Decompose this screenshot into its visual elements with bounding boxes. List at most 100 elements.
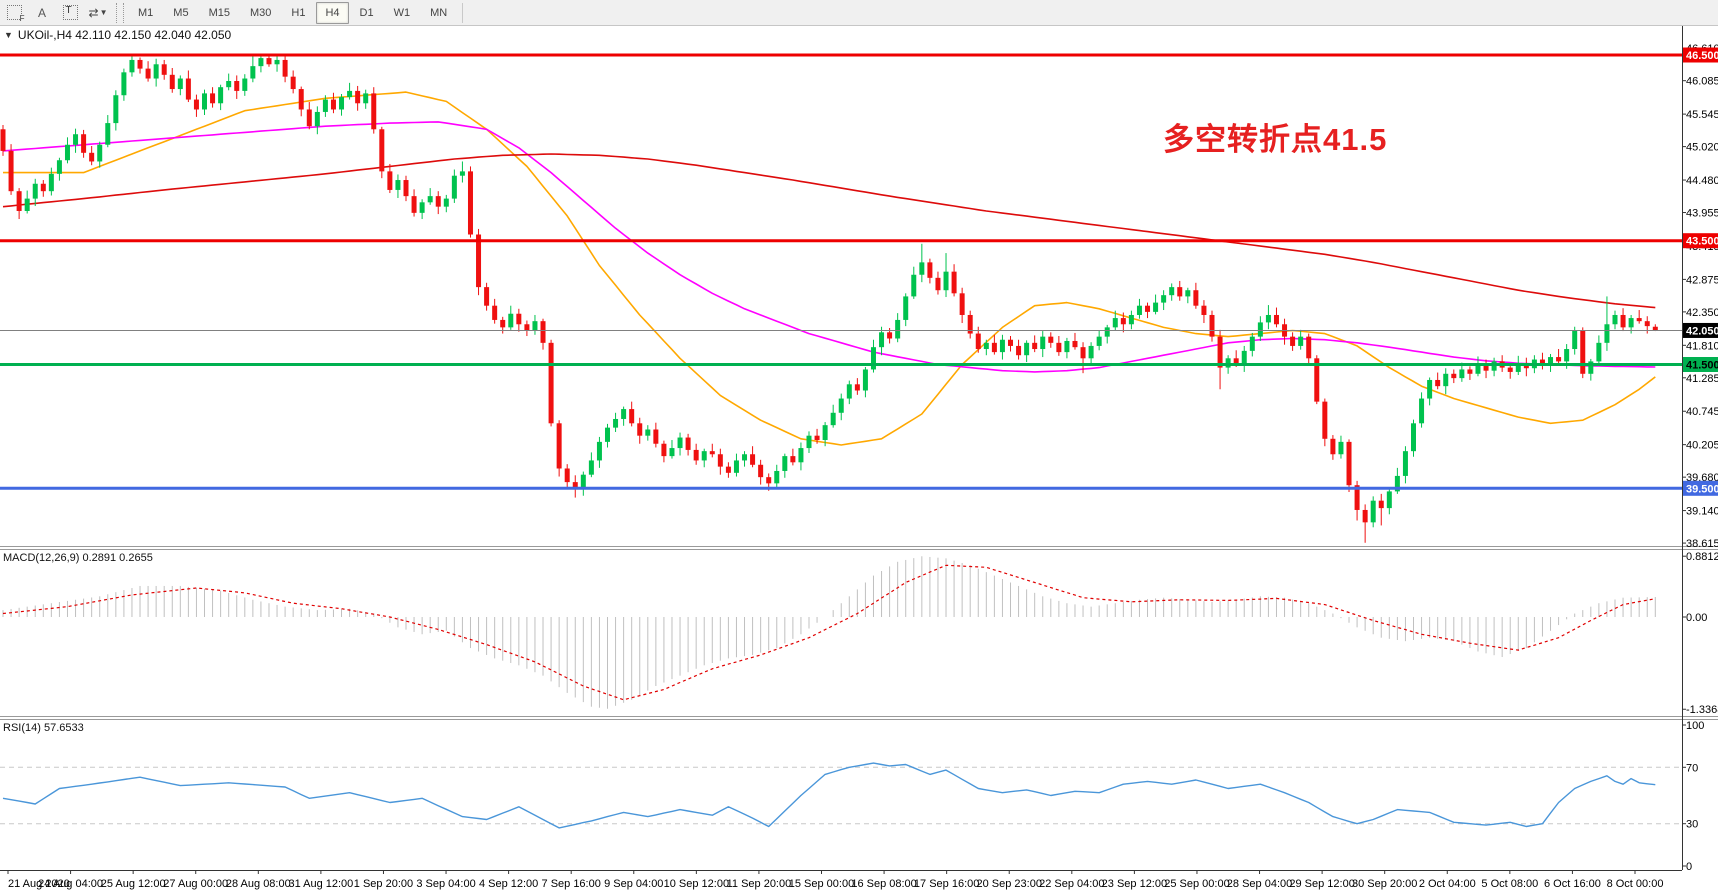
annotation-text: 多空转折点41.5 — [1163, 122, 1388, 157]
candle — [1378, 500, 1384, 509]
candle — [250, 66, 256, 79]
candle — [1185, 290, 1191, 297]
candle — [838, 398, 844, 413]
date-label: 31 Aug 12:00 — [288, 878, 353, 890]
date-label: 30 Sep 20:00 — [1352, 878, 1417, 890]
candle — [355, 90, 361, 104]
candle — [379, 129, 385, 172]
symbol-dropdown-icon[interactable]: ▼ — [4, 30, 13, 40]
candle — [798, 448, 804, 463]
price-tick-label: 42.350 — [1686, 307, 1718, 319]
candle — [943, 271, 949, 291]
timeframe-button-m5[interactable]: M5 — [173, 6, 189, 19]
price-tick-label: 46.085 — [1686, 76, 1718, 88]
candle — [1572, 330, 1578, 350]
text-annotation-button[interactable]: A — [29, 1, 55, 25]
candle — [693, 449, 699, 461]
candle — [661, 443, 667, 457]
symbol-ohlc-text: UKOil-,H4 42.110 42.150 42.040 42.050 — [17, 28, 232, 42]
candle — [1314, 358, 1320, 402]
date-label: 25 Sep 00:00 — [1164, 878, 1229, 890]
ma-line-medium — [2, 121, 1656, 373]
candle — [516, 313, 522, 325]
indicators-button[interactable]: ⇄ ▼ — [85, 1, 111, 25]
date-label: 17 Sep 16:00 — [914, 878, 979, 890]
candle — [242, 78, 248, 91]
rsi-indicator-label: RSI(14) 57.6533 — [3, 722, 84, 734]
candle — [846, 384, 852, 399]
candle — [274, 59, 280, 65]
candle — [1104, 327, 1110, 337]
candle — [524, 324, 530, 331]
candle — [1322, 401, 1328, 439]
candle — [564, 468, 570, 483]
candle — [1362, 509, 1368, 523]
candle — [113, 95, 119, 124]
candle — [685, 437, 691, 450]
candle — [1265, 314, 1271, 323]
date-label: 15 Sep 00:00 — [789, 878, 854, 890]
candle — [1064, 340, 1070, 353]
price-tick-label: 45.020 — [1686, 142, 1718, 154]
date-label: 3 Sep 04:00 — [416, 878, 475, 890]
toolbar-separator — [462, 2, 464, 23]
candle — [1596, 342, 1602, 362]
chart-properties-button[interactable]: F — [1, 1, 27, 25]
candle — [24, 198, 30, 211]
price-tick-label: 41.810 — [1686, 340, 1718, 352]
timeframe-button-w1[interactable]: W1 — [393, 6, 411, 19]
candle — [1564, 349, 1570, 362]
candle — [306, 109, 312, 127]
rsi-panel — [0, 762, 1682, 829]
candle — [596, 441, 602, 461]
candle — [137, 59, 143, 69]
timeframe-button-h4[interactable]: H4 — [316, 1, 349, 24]
symbol-title[interactable]: ▼ UKOil-,H4 42.110 42.150 42.040 42.050 — [4, 28, 231, 42]
candle — [548, 342, 554, 424]
candle — [1411, 423, 1416, 452]
toolbar-grip — [116, 2, 124, 23]
candle — [1169, 287, 1175, 296]
chart-area[interactable]: 46.61046.08545.54545.02044.48043.95543.4… — [0, 26, 1718, 895]
timeframe-button-d1[interactable]: D1 — [359, 6, 374, 19]
timeframe-button-m30[interactable]: M30 — [249, 6, 272, 19]
candle — [218, 87, 224, 104]
candle — [403, 180, 409, 197]
candle — [1257, 322, 1263, 337]
candle — [709, 451, 715, 455]
candle — [605, 427, 610, 442]
rsi-tick-label: 100 — [1686, 720, 1704, 732]
macd-tick-label: 0.00 — [1686, 612, 1707, 624]
date-label: 4 Sep 12:00 — [479, 878, 538, 890]
candle — [1290, 336, 1296, 346]
candle — [484, 287, 490, 306]
text-label-button[interactable]: T — [57, 1, 83, 25]
macd-indicator-label: MACD(12,26,9) 0.2891 0.2655 — [3, 552, 153, 564]
candle — [1467, 369, 1473, 374]
price-tick-label: 44.480 — [1686, 175, 1718, 187]
candle — [1209, 314, 1215, 337]
candle — [887, 332, 893, 339]
timeframe-button-h1[interactable]: H1 — [291, 6, 306, 19]
date-label: 8 Oct 00:00 — [1607, 878, 1664, 890]
candle — [81, 134, 87, 153]
chart-canvas[interactable]: 46.61046.08545.54545.02044.48043.95543.4… — [0, 26, 1718, 895]
candle — [556, 423, 562, 469]
candle — [1048, 336, 1054, 343]
timeframe-button-m15[interactable]: M15 — [208, 6, 230, 19]
svg-text:42.050: 42.050 — [1686, 325, 1718, 337]
candle — [1177, 287, 1183, 297]
candle — [879, 332, 885, 348]
price-tick-label: 39.140 — [1686, 506, 1718, 518]
candle — [1193, 290, 1199, 306]
timeframe-button-m1[interactable]: M1 — [138, 6, 154, 19]
timeframe-button-mn[interactable]: MN — [430, 6, 448, 19]
candle — [814, 435, 820, 441]
candle — [1588, 361, 1594, 374]
candle — [862, 369, 868, 391]
candle — [1515, 363, 1521, 372]
candle — [532, 321, 538, 331]
candle — [97, 144, 103, 162]
candle — [476, 234, 482, 288]
candle — [202, 93, 207, 110]
